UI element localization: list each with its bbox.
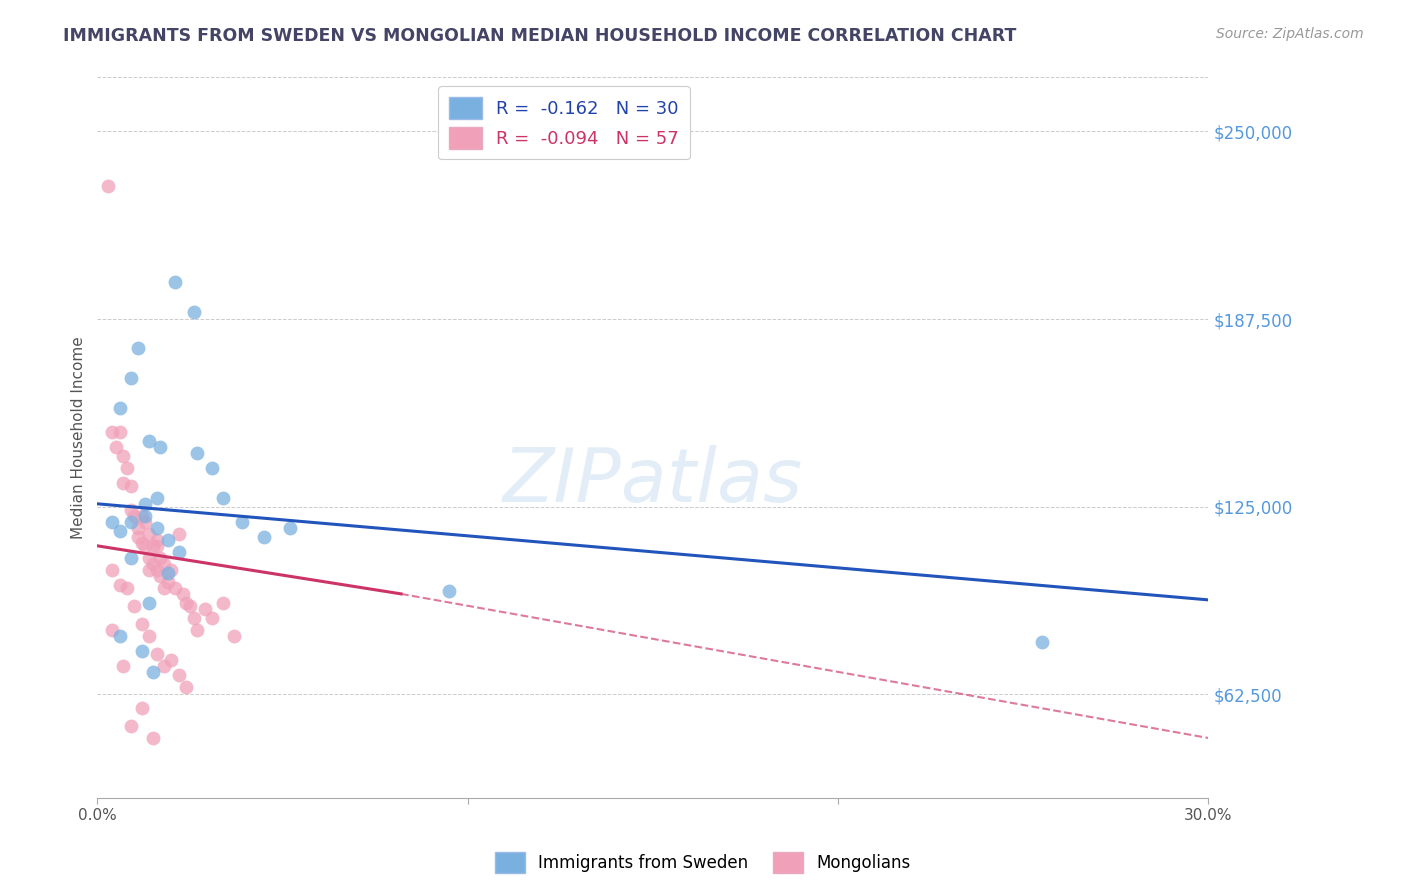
Point bbox=[112, 475, 135, 490]
Point bbox=[145, 563, 167, 577]
Point bbox=[145, 521, 167, 535]
Legend: R =  -0.162   N = 30, R =  -0.094   N = 57: R = -0.162 N = 30, R = -0.094 N = 57 bbox=[439, 87, 690, 160]
Point bbox=[156, 574, 179, 589]
Point bbox=[201, 611, 224, 625]
Point bbox=[127, 341, 149, 355]
Point bbox=[145, 491, 167, 505]
Point bbox=[138, 550, 160, 565]
Point bbox=[101, 515, 124, 529]
Point bbox=[165, 275, 187, 289]
Point bbox=[145, 533, 167, 547]
Point bbox=[104, 440, 127, 454]
Point bbox=[172, 587, 194, 601]
Point bbox=[153, 659, 176, 673]
Point bbox=[101, 425, 124, 439]
Point bbox=[142, 539, 165, 553]
Point bbox=[1031, 635, 1053, 649]
Point bbox=[134, 508, 156, 523]
Point bbox=[108, 401, 131, 415]
Legend: Immigrants from Sweden, Mongolians: Immigrants from Sweden, Mongolians bbox=[488, 846, 918, 880]
Point bbox=[160, 653, 183, 667]
Point bbox=[174, 680, 197, 694]
Point bbox=[101, 563, 124, 577]
Point bbox=[212, 596, 235, 610]
Point bbox=[108, 629, 131, 643]
Point bbox=[160, 563, 183, 577]
Point bbox=[127, 521, 149, 535]
Point bbox=[153, 581, 176, 595]
Point bbox=[124, 508, 146, 523]
Point bbox=[179, 599, 201, 613]
Point bbox=[201, 460, 224, 475]
Point bbox=[194, 602, 217, 616]
Point bbox=[231, 515, 253, 529]
Point bbox=[108, 578, 131, 592]
Point bbox=[174, 596, 197, 610]
Point bbox=[138, 596, 160, 610]
Point bbox=[115, 460, 138, 475]
Point bbox=[278, 521, 301, 535]
Point bbox=[131, 644, 153, 658]
Point bbox=[156, 566, 179, 580]
Point bbox=[138, 526, 160, 541]
Point bbox=[108, 524, 131, 538]
Point bbox=[149, 569, 172, 583]
Point bbox=[127, 530, 149, 544]
Point bbox=[149, 440, 172, 454]
Point bbox=[138, 563, 160, 577]
Point bbox=[112, 449, 135, 463]
Point bbox=[149, 550, 172, 565]
Point bbox=[112, 659, 135, 673]
Point bbox=[131, 701, 153, 715]
Text: Source: ZipAtlas.com: Source: ZipAtlas.com bbox=[1216, 27, 1364, 41]
Point bbox=[120, 719, 142, 733]
Point bbox=[165, 581, 187, 595]
Point bbox=[120, 550, 142, 565]
Point bbox=[134, 539, 156, 553]
Point bbox=[131, 616, 153, 631]
Point bbox=[115, 581, 138, 595]
Point bbox=[120, 479, 142, 493]
Point bbox=[167, 545, 190, 559]
Point bbox=[145, 539, 167, 553]
Point bbox=[131, 536, 153, 550]
Point bbox=[156, 533, 179, 547]
Point bbox=[186, 623, 208, 637]
Y-axis label: Median Household Income: Median Household Income bbox=[72, 336, 86, 539]
Point bbox=[134, 515, 156, 529]
Point bbox=[253, 530, 276, 544]
Point bbox=[145, 647, 167, 661]
Point bbox=[153, 557, 176, 571]
Point bbox=[101, 623, 124, 637]
Point bbox=[134, 497, 156, 511]
Point bbox=[120, 503, 142, 517]
Point bbox=[142, 557, 165, 571]
Point bbox=[183, 611, 205, 625]
Point bbox=[131, 508, 153, 523]
Point bbox=[224, 629, 246, 643]
Point bbox=[142, 731, 165, 745]
Text: ZIPatlas: ZIPatlas bbox=[503, 445, 803, 517]
Point bbox=[183, 304, 205, 318]
Point bbox=[120, 370, 142, 384]
Point bbox=[142, 665, 165, 679]
Point bbox=[108, 425, 131, 439]
Point bbox=[97, 178, 120, 193]
Point bbox=[437, 583, 460, 598]
Point bbox=[124, 599, 146, 613]
Point bbox=[212, 491, 235, 505]
Text: IMMIGRANTS FROM SWEDEN VS MONGOLIAN MEDIAN HOUSEHOLD INCOME CORRELATION CHART: IMMIGRANTS FROM SWEDEN VS MONGOLIAN MEDI… bbox=[63, 27, 1017, 45]
Point bbox=[186, 446, 208, 460]
Point bbox=[138, 629, 160, 643]
Point bbox=[167, 526, 190, 541]
Point bbox=[120, 515, 142, 529]
Point bbox=[138, 434, 160, 448]
Point bbox=[167, 668, 190, 682]
